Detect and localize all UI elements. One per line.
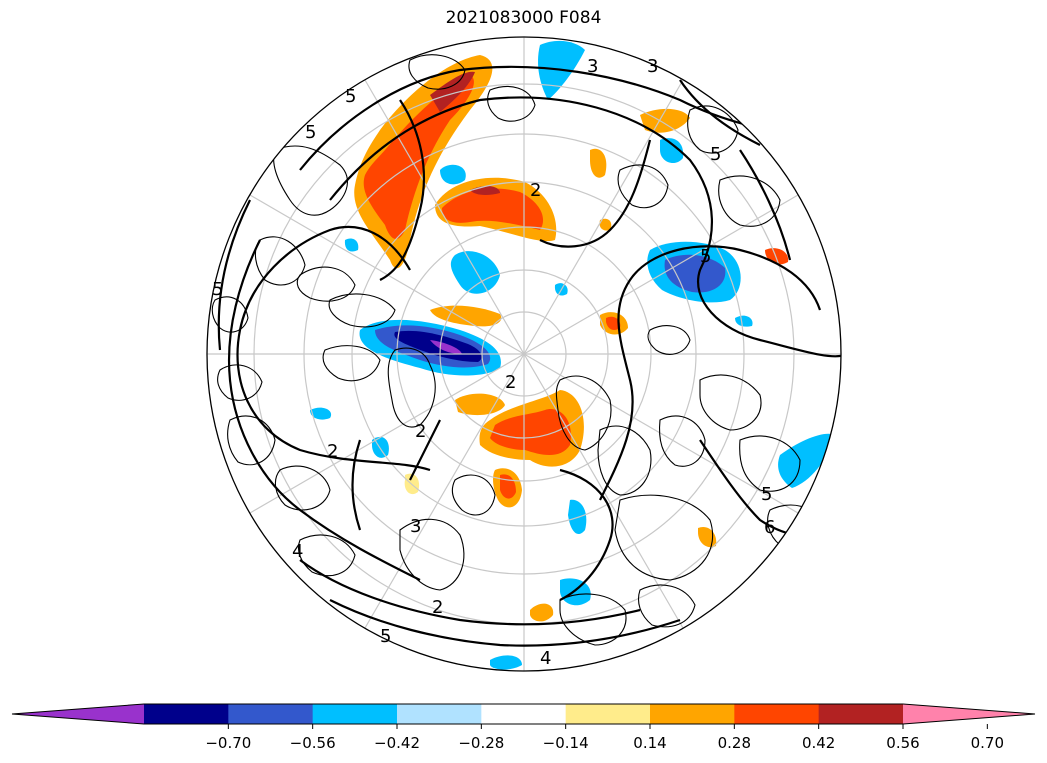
contour-label: 5 (710, 144, 721, 165)
colorbar-tick-label: 0.56 (886, 734, 920, 752)
contour-label: 5 (700, 246, 711, 267)
colorbar-swatch (228, 704, 314, 724)
contour-lines (217, 65, 841, 647)
contour-label: 5 (761, 484, 772, 505)
contour-label: 2 (432, 597, 443, 618)
colorbar-swatch (397, 704, 482, 724)
contour-label: 4 (292, 541, 303, 562)
contour-label: 2 (505, 372, 516, 393)
colorbar-swatch (565, 704, 651, 724)
contour-label: 5 (212, 279, 223, 300)
contour-label: 2 (327, 441, 338, 462)
contour-label: 3 (410, 516, 421, 537)
colorbar-tick-label: −0.42 (374, 734, 420, 752)
contour-label: 2 (415, 421, 426, 442)
map-boundary (206, 36, 842, 672)
colorbar (11, 703, 1036, 729)
colorbar-tick-label: 0.28 (717, 734, 752, 752)
colorbar-outline (11, 703, 1036, 725)
contour-label: 5 (345, 86, 356, 107)
graticule (207, 37, 841, 671)
colorbar-swatch (734, 704, 820, 724)
colorbar-tick-label: −0.28 (458, 734, 505, 752)
contour-label: 2 (530, 180, 541, 201)
colorbar-tick-label: 0.70 (970, 734, 1005, 752)
contour-label: 4 (540, 648, 551, 669)
contour-label: 5 (380, 626, 391, 647)
colorbar-swatch (481, 704, 567, 724)
colorbar-extend-low (12, 704, 144, 724)
colorbar-tick-label: 0.42 (801, 734, 836, 752)
colorbar-swatch (818, 704, 904, 724)
colorbar-tick-label: −0.14 (542, 734, 589, 752)
contour-labels: 5 5 5 3 3 3 5 5 2 2 2 2 4 4 5 5 6 2 (212, 56, 775, 669)
coastlines (211, 54, 821, 646)
figure-title: 2021083000 F084 (445, 8, 602, 28)
polar-map: 5 5 5 3 3 3 5 5 2 2 2 2 4 4 5 5 6 2 (206, 36, 842, 672)
colorbar-extend-high (903, 704, 1035, 724)
contour-label: 3 (647, 56, 658, 77)
colorbar-tick-label: 0.14 (633, 734, 667, 752)
contour-label: 6 (764, 517, 775, 538)
contour-label: 3 (587, 56, 598, 77)
colorbar-swatch (650, 704, 735, 724)
colorbar-swatch (144, 704, 229, 724)
colorbar-tick-label: −0.56 (289, 734, 336, 752)
colorbar-tick-label: −0.70 (205, 734, 252, 752)
contour-label: 5 (305, 122, 316, 143)
colorbar-swatch (312, 704, 398, 724)
